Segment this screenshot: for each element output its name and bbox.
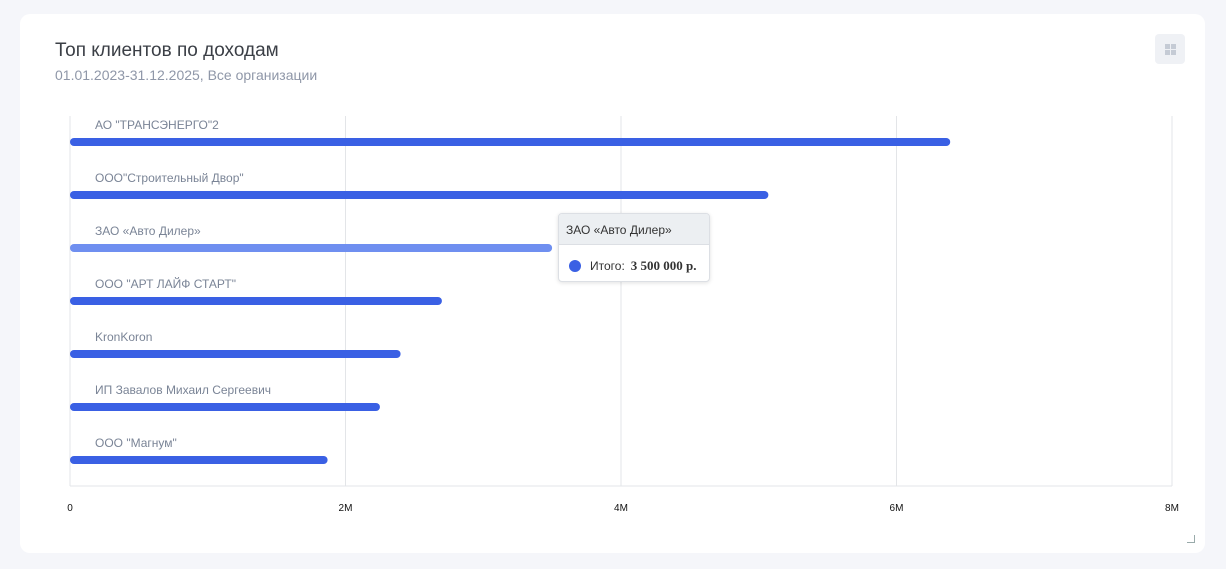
category-label: ЗАО «Авто Дилер» <box>95 224 201 238</box>
resize-handle-icon[interactable] <box>1187 535 1195 543</box>
bar[interactable] <box>70 403 380 411</box>
x-tick-label: 2M <box>339 503 353 514</box>
bar[interactable] <box>70 297 442 305</box>
category-label: ООО "Магнум" <box>95 436 177 450</box>
series-dot-icon <box>569 260 581 272</box>
category-label: ИП Завалов Михаил Сергеевич <box>95 383 271 397</box>
grid-menu-button[interactable] <box>1155 34 1185 64</box>
bar[interactable] <box>70 350 401 358</box>
x-tick-label: 6M <box>890 503 904 514</box>
tooltip-label: Итого: <box>590 259 625 273</box>
x-tick-label: 8M <box>1165 503 1179 514</box>
category-label: ООО "АРТ ЛАЙФ СТАРТ" <box>95 276 236 291</box>
tooltip-value: 3 500 000 р. <box>630 258 697 273</box>
bar[interactable] <box>70 244 553 252</box>
tooltip: ЗАО «Авто Дилер» Итого: 3 500 000 р. <box>558 213 710 282</box>
bar[interactable] <box>70 456 328 464</box>
chart-title: Топ клиентов по доходам <box>55 40 279 61</box>
x-tick-label: 4M <box>614 503 628 514</box>
chart-subtitle: 01.01.2023-31.12.2025, Все организации <box>55 67 318 83</box>
tooltip-title: ЗАО «Авто Дилер» <box>559 214 709 245</box>
bar[interactable] <box>70 191 769 199</box>
x-tick-label: 0 <box>67 503 73 514</box>
bar[interactable] <box>70 138 951 146</box>
category-label: ООО"Строительный Двор" <box>95 171 244 185</box>
category-label: KronKoron <box>95 330 152 344</box>
category-label: АО "ТРАНСЭНЕРГО"2 <box>95 118 219 132</box>
